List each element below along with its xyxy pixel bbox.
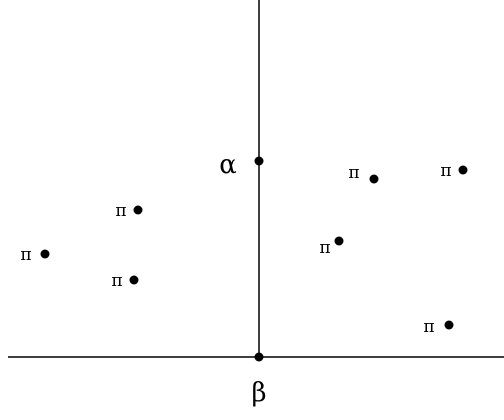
pi-label: π: [111, 271, 122, 291]
alpha-label: α: [219, 150, 237, 180]
pi-label: π: [20, 245, 31, 265]
alpha-point: [254, 156, 264, 166]
pi-dot: [334, 236, 344, 246]
pi-label: π: [319, 238, 330, 258]
pi-point-5: π: [440, 161, 468, 181]
pi-label: π: [423, 317, 434, 337]
pi-point-4: π: [348, 163, 379, 184]
pi-label: π: [348, 163, 359, 183]
pi-dot: [40, 249, 50, 259]
pi-point-6: π: [319, 236, 344, 258]
beta-point: [254, 352, 264, 362]
pi-dot: [444, 320, 454, 330]
pi-point-1: π: [20, 245, 50, 265]
pi-dot: [133, 205, 143, 215]
pi-dot: [369, 174, 379, 184]
pi-label: π: [115, 201, 126, 221]
pi-dot: [458, 165, 468, 175]
pi-dot: [129, 275, 139, 285]
pi-point-3: π: [111, 271, 139, 291]
pi-point-7: π: [423, 317, 454, 337]
pi-label: π: [440, 161, 451, 181]
pi-point-2: π: [115, 201, 143, 221]
beta-label: β: [251, 378, 266, 408]
